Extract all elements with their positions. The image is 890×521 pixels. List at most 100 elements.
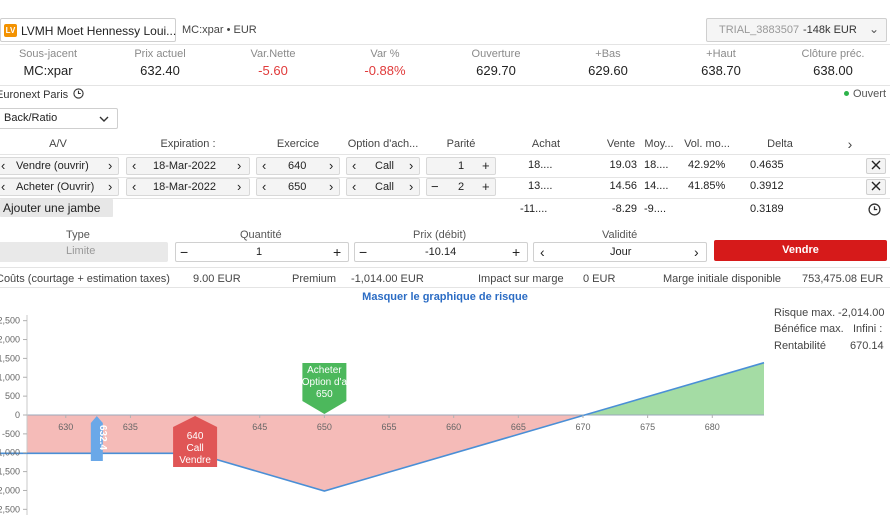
legs-table-header: A/V Expiration : Exercice Option d'ach..… xyxy=(0,136,890,152)
costs-label: Coûts (courtage + estimation taxes) xyxy=(0,273,170,285)
ticker-selector[interactable]: LV LVMH Moet Hennessy Loui... xyxy=(0,18,176,42)
leg-type-select[interactable]: ‹ Call › xyxy=(346,157,420,175)
payoff-line xyxy=(0,361,765,492)
order-price-label: Prix (débit) xyxy=(413,229,467,241)
account-selector[interactable]: TRIAL_3883507 -148k EUR ⌄ xyxy=(706,18,887,42)
chevron-left-icon[interactable]: ‹ xyxy=(1,179,6,194)
leg-action-select[interactable]: ‹ Vendre (ouvrir) › xyxy=(0,157,119,175)
chevron-left-icon[interactable]: ‹ xyxy=(352,158,357,173)
leg-expiration: 18-Mar-2022 xyxy=(153,160,216,172)
account-id: TRIAL_3883507 xyxy=(719,24,800,36)
quote-label: Sous-jacent xyxy=(18,48,78,60)
chevron-left-icon[interactable]: ‹ xyxy=(540,244,545,260)
divider xyxy=(0,287,890,288)
chevron-right-icon[interactable]: › xyxy=(329,179,334,194)
chevron-down-icon xyxy=(99,116,109,122)
quote-value: -0.88% xyxy=(364,63,406,78)
leg-delta: 0.4635 xyxy=(750,159,784,171)
buy-leg-marker-label: Option d'a xyxy=(302,377,348,388)
chevron-left-icon[interactable]: ‹ xyxy=(1,158,6,173)
margin-label: Impact sur marge xyxy=(478,273,564,285)
x-tick-label: 665 xyxy=(511,422,526,432)
plus-icon[interactable]: + xyxy=(512,244,521,260)
leg-vol: 42.92% xyxy=(688,159,726,171)
y-tick-label: 0 xyxy=(15,410,20,420)
current-price-marker xyxy=(90,416,103,461)
validity-select[interactable]: ‹ Jour › xyxy=(533,242,707,262)
divider xyxy=(0,85,890,86)
header-mid: Moy... xyxy=(644,138,674,150)
leg-action: Vendre (ouvrir) xyxy=(16,160,89,172)
chevron-right-icon[interactable]: › xyxy=(237,158,242,173)
header-strike: Exercice xyxy=(276,138,320,150)
chevron-left-icon[interactable]: ‹ xyxy=(352,179,357,194)
leg-type-select[interactable]: ‹ Call › xyxy=(346,178,420,196)
return-label: Rentabilité xyxy=(774,340,826,352)
leg-delta: 0.3912 xyxy=(750,180,784,192)
chevron-right-icon[interactable]: › xyxy=(409,179,414,194)
remove-leg-button[interactable] xyxy=(866,179,886,195)
leg-action-select[interactable]: ‹ Acheter (Ouvrir) › xyxy=(0,178,119,196)
chevron-right-icon[interactable]: › xyxy=(108,179,113,194)
header-av[interactable]: A/V xyxy=(49,138,67,150)
minus-icon[interactable]: − xyxy=(359,244,368,260)
price-value: -10.14 xyxy=(425,246,457,258)
quote-item: Var.Nette -5.60 xyxy=(218,48,328,78)
leg-strike-select[interactable]: ‹ 640 › xyxy=(256,157,340,175)
quote-value: -5.60 xyxy=(258,63,288,78)
minus-icon[interactable]: − xyxy=(180,244,189,260)
price-stepper[interactable]: − -10.14 + xyxy=(354,242,528,262)
chevron-left-icon[interactable]: ‹ xyxy=(262,179,267,194)
chevron-right-icon[interactable]: › xyxy=(409,158,414,173)
leg-type: Call xyxy=(375,160,394,172)
leg-expiration-select[interactable]: ‹ 18-Mar-2022 › xyxy=(126,178,250,196)
remove-leg-button[interactable] xyxy=(866,158,886,174)
close-icon xyxy=(871,181,881,191)
chevron-right-icon[interactable]: › xyxy=(108,158,113,173)
y-tick-label: 2,500 xyxy=(0,316,20,326)
header-option-type[interactable]: Option d'ach... xyxy=(347,138,419,150)
plus-icon[interactable]: + xyxy=(482,179,490,194)
chevron-right-icon[interactable]: › xyxy=(694,244,699,260)
order-type-select[interactable]: Limite xyxy=(0,242,168,262)
leg-buy: 13.... xyxy=(528,180,553,192)
leg-qty: 1 xyxy=(458,160,465,172)
order-type-value: Limite xyxy=(66,245,96,257)
chevron-left-icon[interactable]: ‹ xyxy=(132,179,137,194)
leg-type: Call xyxy=(375,181,394,193)
quantity-value: 1 xyxy=(256,246,263,258)
leg-parity-stepper[interactable]: − 2 + xyxy=(426,178,496,196)
submit-sell-button[interactable]: Vendre xyxy=(714,240,887,261)
y-tick-label: -2,000 xyxy=(0,485,20,495)
return-value: 670.14 xyxy=(850,340,884,352)
market-status: Ouvert xyxy=(843,88,886,100)
quote-item: Clôture préc. 638.00 xyxy=(778,48,888,78)
plus-icon[interactable]: + xyxy=(482,158,490,173)
clock-icon[interactable] xyxy=(868,203,881,216)
toggle-risk-chart-link[interactable]: Masquer le graphique de risque xyxy=(362,291,528,303)
leg-strike: 640 xyxy=(288,160,307,172)
chevron-left-icon[interactable]: ‹ xyxy=(262,158,267,173)
leg-vol: 41.85% xyxy=(688,180,726,192)
chevron-right-icon[interactable]: › xyxy=(847,136,853,152)
leg-expiration-select[interactable]: ‹ 18-Mar-2022 › xyxy=(126,157,250,175)
leg-strike-select[interactable]: ‹ 650 › xyxy=(256,178,340,196)
divider xyxy=(0,154,890,155)
chevron-right-icon[interactable]: › xyxy=(329,158,334,173)
close-icon xyxy=(871,160,881,170)
total-sell: -8.29 xyxy=(611,203,637,215)
strategy-select[interactable]: Back/Ratio xyxy=(0,108,118,129)
chevron-left-icon[interactable]: ‹ xyxy=(132,158,137,173)
top-bar: LV LVMH Moet Hennessy Loui... MC:xpar • … xyxy=(0,16,890,45)
quantity-stepper[interactable]: − 1 + xyxy=(175,242,349,262)
exchange-label: Euronext Paris xyxy=(0,88,84,101)
y-tick-label: -500 xyxy=(2,429,20,439)
header-expiration: Expiration : xyxy=(160,138,216,150)
chevron-right-icon[interactable]: › xyxy=(237,179,242,194)
leg-parity-stepper[interactable]: 1 + xyxy=(426,157,496,175)
add-leg-button[interactable]: Ajouter une jambe xyxy=(0,199,113,217)
current-price-label: 632.4 xyxy=(97,425,108,450)
x-tick-label: 680 xyxy=(705,422,720,432)
minus-icon[interactable]: − xyxy=(431,179,439,194)
plus-icon[interactable]: + xyxy=(333,244,342,260)
